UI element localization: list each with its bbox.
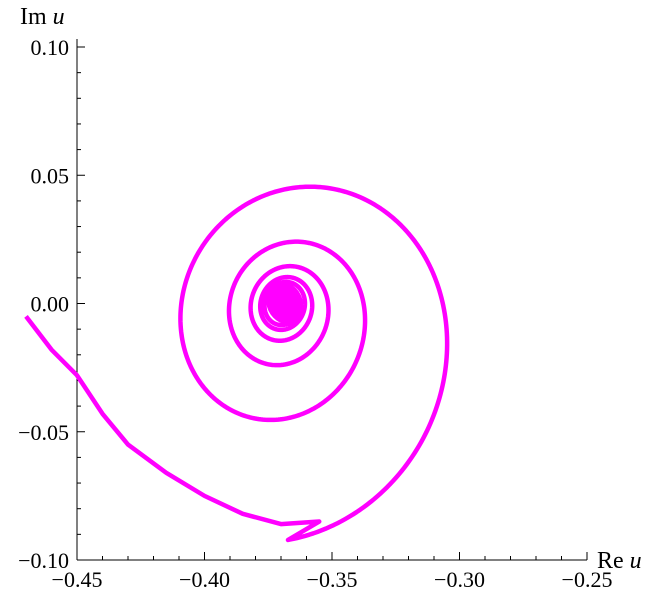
x-tick-label: −0.45: [52, 567, 103, 592]
axis-ticks: [76, 46, 588, 561]
y-tick-label: −0.10: [18, 548, 69, 573]
x-tick-label: −0.40: [179, 567, 230, 592]
x-tick-label: −0.35: [307, 567, 358, 592]
y-tick-label: −0.05: [18, 420, 69, 445]
axes-frame: [76, 39, 587, 561]
spiral-trajectory: [24, 184, 450, 543]
y-axis-label: Im u: [20, 4, 65, 30]
x-tick-label: −0.30: [434, 567, 485, 592]
x-tick-label: −0.25: [562, 567, 613, 592]
y-tick-label: 0.10: [31, 35, 70, 60]
y-tick-label: 0.05: [31, 163, 70, 188]
spiral-curve-layer: [24, 184, 450, 543]
spiral-core: [265, 281, 304, 325]
tick-labels: −0.45 −0.40 −0.35 −0.30 −0.25 0.10 0.05 0.00 −0.…: [18, 35, 612, 592]
x-axis-label: Re u: [597, 548, 642, 574]
y-tick-label: 0.00: [31, 292, 70, 317]
